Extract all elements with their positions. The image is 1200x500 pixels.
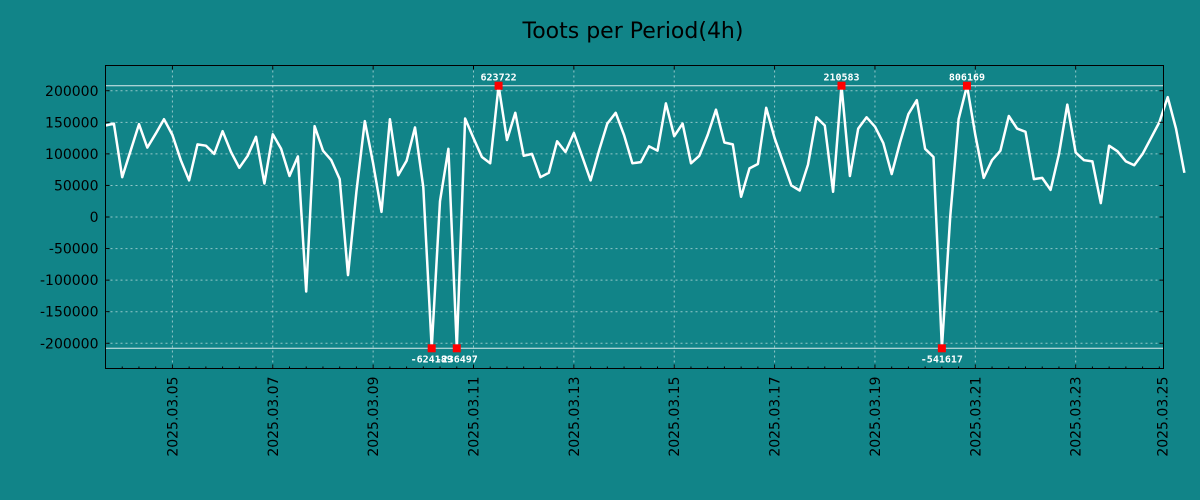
series-line-toots [105,84,1186,350]
y-tick-label: 0 [90,210,99,226]
x-tick-label: 2025.03.11 [467,377,483,457]
y-tick-label: 150000 [45,115,98,131]
outlier-label: -624189 [411,354,453,365]
x-tick-label: 2025.03.17 [768,377,784,457]
outlier-marker [452,344,461,353]
x-tick-label: 2025.03.25 [1156,377,1172,457]
axis-layer: 200000 150000 100000 50000 0 -50000 -100000 -15… [40,65,1172,457]
outlier-marker [837,81,846,90]
outlier-label: 806169 [949,73,985,84]
grid-layer [105,65,1164,369]
x-tick-label: 2025.03.15 [667,377,683,457]
reference-lines [105,85,1164,349]
outlier-label: -236497 [436,354,478,365]
y-tick-label: -150000 [40,305,99,321]
x-tick-label: 2025.03.09 [366,377,382,457]
chart-title: Toots per Period(4h) [522,19,744,44]
y-tick-label: 200000 [45,84,98,100]
outlier-marker [937,344,946,353]
outlier-label: -541617 [921,354,963,365]
x-tick-label: 2025.03.21 [968,376,984,456]
x-tick-label: 2025.03.19 [868,377,884,457]
y-tick-label: -200000 [40,336,99,352]
x-tick-label: 2025.03.05 [165,377,181,457]
y-tick-label: -50000 [49,242,99,258]
plot-frame [105,65,1164,369]
y-tick-label: 50000 [54,178,99,194]
outlier-marker [427,344,436,353]
marker-layer: -624189-236497 623722 210583 -541617 806169 [411,73,985,366]
outlier-marker [962,81,971,90]
outlier-label: 210583 [823,73,859,84]
y-tick-label: -100000 [40,273,99,289]
data-layer [105,84,1186,350]
y-tick-label: 100000 [45,147,98,163]
x-tick-label: 2025.03.13 [567,377,583,457]
x-tick-label: 2025.03.07 [266,377,282,457]
outlier-marker [494,81,503,90]
x-tick-label: 2025.03.23 [1069,377,1085,457]
outlier-label: 623722 [481,73,517,84]
